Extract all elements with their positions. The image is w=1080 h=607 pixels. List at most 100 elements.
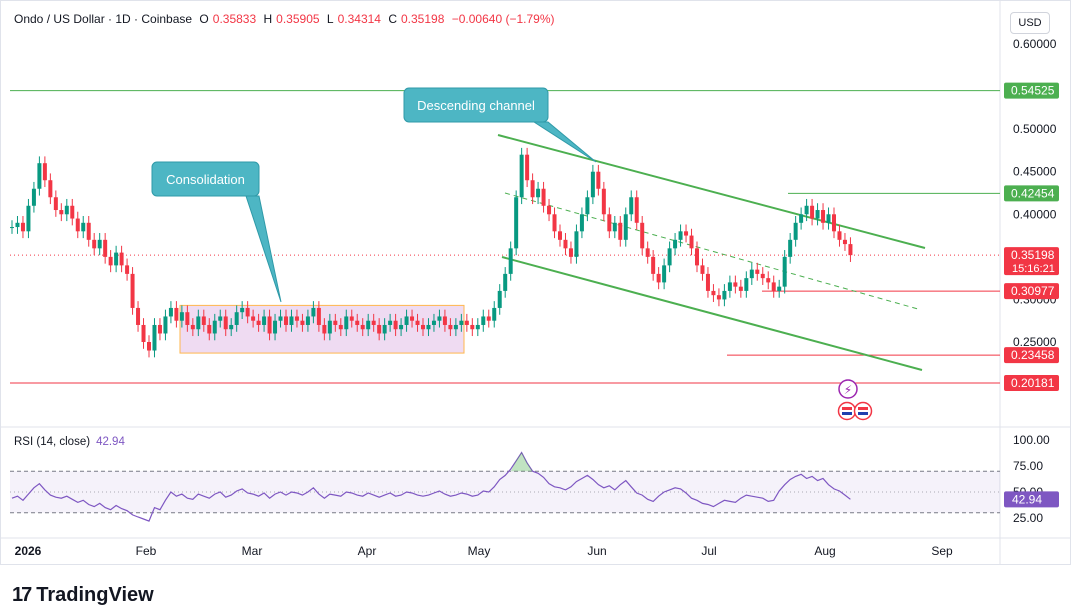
candle-body [48, 180, 53, 198]
lightning-glyph-icon: ⚡ [844, 383, 852, 397]
candle-body [251, 316, 256, 321]
open-label: O [199, 12, 209, 26]
price-tick-label: 0.40000 [1013, 207, 1057, 221]
candle-body [760, 273, 765, 279]
high-value: 0.35905 [276, 12, 320, 26]
candle-body [130, 273, 135, 308]
candle-body [607, 214, 612, 232]
candle-body [114, 252, 119, 266]
candle-body [771, 282, 776, 291]
candle-body [201, 316, 206, 325]
candle-body [793, 222, 798, 240]
candle-body [541, 188, 546, 206]
time-tick-label: May [468, 544, 491, 558]
open-value: 0.35833 [212, 12, 257, 26]
time-tick-label: Apr [358, 544, 377, 558]
candle-body [141, 324, 146, 342]
candle-body [695, 248, 699, 266]
candle-body [426, 324, 431, 330]
candle-body [108, 256, 113, 266]
change-value: −0.00640 (−1.79%) [451, 12, 555, 26]
rsi-value-badge [1004, 491, 1059, 508]
candle-body [755, 269, 760, 274]
candle-body [629, 197, 634, 215]
time-tick-label: 2026 [15, 544, 42, 558]
candle-body [37, 163, 42, 189]
candle-body [799, 214, 804, 223]
candle-body [525, 154, 530, 181]
candle-body [382, 324, 387, 334]
candle-body [777, 286, 782, 291]
candle-body [421, 324, 425, 330]
lightning-event-icon [838, 379, 858, 399]
candle-body [70, 205, 75, 219]
price-tick-label: 0.60000 [1013, 37, 1057, 51]
time-tick-label: Jun [587, 544, 606, 558]
candle-body [667, 248, 672, 266]
candle-body [327, 320, 332, 334]
candle-body [585, 197, 590, 215]
flag-stripe-icon [858, 407, 868, 410]
tradingview-mark-icon: 17 [12, 584, 32, 606]
candle-body [804, 205, 809, 215]
candle-body [294, 316, 299, 321]
price-badge [1004, 185, 1059, 202]
candle-body [333, 320, 338, 325]
candle-body [399, 324, 404, 330]
time-tick-label: Jul [701, 544, 716, 558]
candle-body [92, 239, 97, 249]
candle-body [815, 210, 820, 219]
candle-body [497, 290, 502, 308]
rsi-tick-label: 75.00 [1013, 459, 1043, 473]
candle-body [64, 205, 69, 215]
price-badge [1004, 347, 1059, 364]
candle-body [278, 316, 283, 321]
low-value: 0.34314 [337, 12, 381, 26]
symbol-name[interactable]: Ondo / US Dollar · 1D · Coinbase [14, 12, 193, 26]
candle-body [464, 320, 469, 325]
candle-body [788, 239, 793, 257]
candle-body [103, 239, 108, 257]
countdown-label: 15:16:21 [1012, 263, 1055, 275]
candle-body [651, 256, 656, 274]
price-badge-label: 0.35198 [1011, 248, 1055, 262]
candle-body [508, 248, 513, 274]
candle-body [442, 316, 447, 325]
candle-body [212, 320, 217, 334]
currency-selector[interactable]: USD [1010, 12, 1050, 34]
candle-body [311, 307, 316, 317]
candle-body [300, 320, 305, 325]
candle-body [53, 197, 58, 211]
candle-body [338, 324, 343, 330]
candle-body [475, 324, 480, 330]
candle-body [716, 295, 721, 300]
candle-body [448, 324, 453, 330]
candle-body [678, 231, 683, 240]
candle-body [289, 316, 294, 325]
candle-body [344, 316, 349, 330]
candle-body [733, 282, 738, 287]
tradingview-logo[interactable]: 17 TradingView [12, 584, 154, 607]
candle-body [136, 307, 141, 325]
candle-body [152, 324, 157, 351]
price-badge [1004, 82, 1059, 99]
candle-body [711, 290, 716, 296]
candle-body [574, 231, 579, 257]
candle-body [832, 214, 836, 232]
candle-body [470, 324, 475, 330]
consolidation-callout-label: Consolidation [166, 172, 245, 187]
candle-body [684, 231, 689, 236]
candle-body [388, 320, 393, 325]
time-tick-label: Mar [242, 544, 263, 558]
price-badge-label: 0.23458 [1011, 348, 1055, 362]
candle-body [42, 163, 47, 181]
price-badge [1004, 375, 1059, 392]
candle-body [119, 252, 124, 266]
candle-body [623, 214, 628, 240]
candle-body [618, 222, 623, 240]
candle-body [705, 273, 710, 291]
symbol-header: Ondo / US Dollar · 1D · Coinbase O 0.3583… [14, 12, 558, 26]
rsi-label: RSI (14, close) [14, 436, 91, 448]
candle-body [81, 222, 86, 232]
